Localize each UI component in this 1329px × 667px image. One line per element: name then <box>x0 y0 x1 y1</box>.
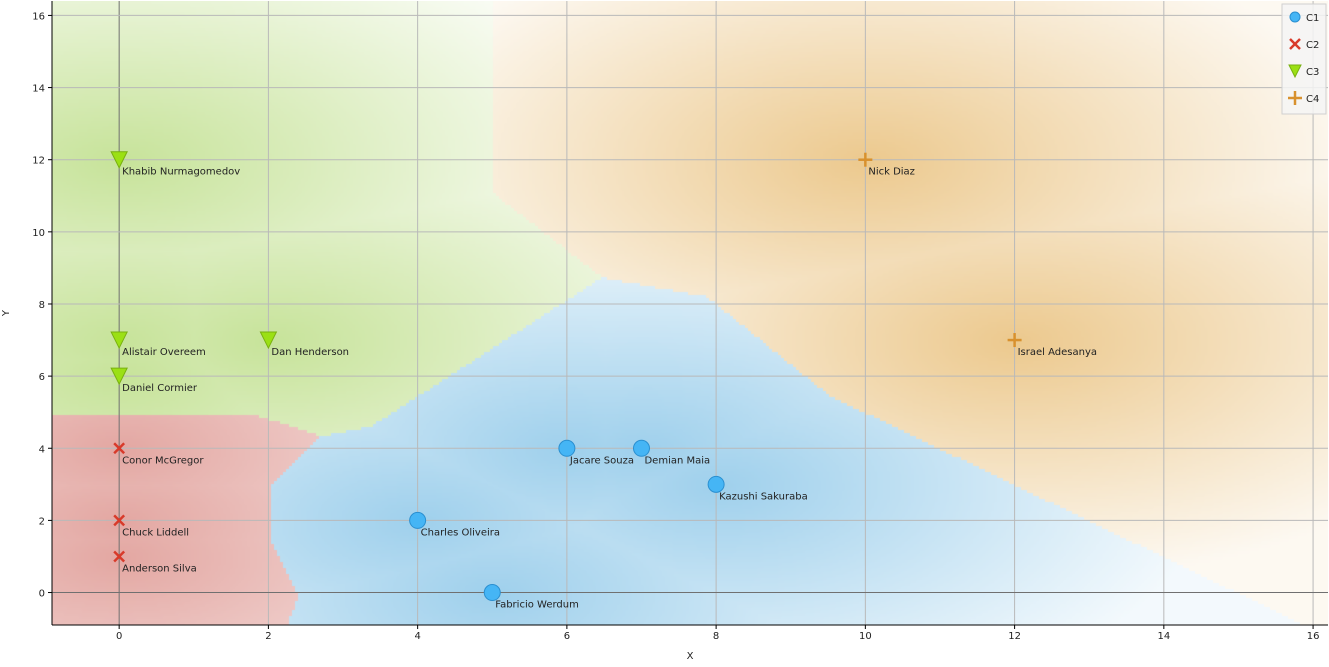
legend-label: C1 <box>1306 13 1319 24</box>
y-tick-label: 10 <box>32 228 45 239</box>
point-label: Demian Maia <box>644 455 710 466</box>
data-point-c1 <box>409 511 427 529</box>
x-tick-label: 2 <box>265 631 271 642</box>
decision-regions <box>52 1 1328 625</box>
legend-marker-c4 <box>1288 91 1302 105</box>
data-point-c1 <box>707 475 725 493</box>
legend-marker-c2 <box>1289 38 1301 50</box>
grid-lines <box>52 1 1328 625</box>
data-point-c3 <box>110 331 128 350</box>
point-label: Daniel Cormier <box>122 383 198 394</box>
point-label: Chuck Liddell <box>122 527 189 538</box>
y-tick-label: 14 <box>32 84 45 95</box>
y-axis-title: Y <box>1 309 12 317</box>
data-point-c3 <box>110 367 128 386</box>
x-tick-label: 0 <box>116 631 122 642</box>
data-point-c1 <box>558 439 576 457</box>
point-label: Alistair Overeem <box>122 347 206 358</box>
legend: C1 C2 C3 C4 <box>1281 3 1327 115</box>
data-points <box>110 151 1022 602</box>
point-label: Khabib Nurmagomedov <box>122 167 240 178</box>
y-tick-label: 12 <box>32 156 45 167</box>
legend-label: C4 <box>1306 94 1319 105</box>
data-point-c2 <box>113 550 126 563</box>
point-label: Charles Oliveira <box>421 527 500 538</box>
point-label: Dan Henderson <box>271 347 349 358</box>
data-point-c3 <box>110 151 128 169</box>
x-tick-label: 4 <box>414 631 420 642</box>
y-tick-label: 6 <box>39 372 45 383</box>
y-tick-label: 16 <box>32 11 45 22</box>
point-label: Kazushi Sakuraba <box>719 491 808 502</box>
point-label: Conor McGregor <box>122 455 204 466</box>
axes: 0 2 4 6 8 10 12 14 16 0 2 4 6 8 10 12 14 16 <box>32 1 1328 642</box>
x-axis-title: X <box>687 651 694 662</box>
legend-marker-c1 <box>1289 11 1301 23</box>
point-label: Anderson Silva <box>122 563 197 574</box>
data-point-c3 <box>259 331 278 350</box>
data-point-c1 <box>483 584 501 602</box>
point-label: Nick Diaz <box>868 167 915 178</box>
x-tick-label: 10 <box>859 631 872 642</box>
x-tick-label: 12 <box>1008 631 1021 642</box>
legend-box <box>1281 3 1327 115</box>
x-tick-label: 8 <box>713 631 719 642</box>
point-labels: Jacare Souza Demian Maia Kazushi Sakuraba C… <box>122 167 1097 611</box>
data-point-c4 <box>858 152 873 167</box>
point-label: Fabricio Werdum <box>495 600 579 611</box>
legend-label: C3 <box>1306 67 1319 78</box>
point-label: Jacare Souza <box>569 455 634 466</box>
x-tick-label: 14 <box>1157 631 1170 642</box>
point-label: Israel Adesanya <box>1018 347 1097 358</box>
y-tick-label: 0 <box>39 589 45 600</box>
data-point-c4 <box>1007 333 1022 348</box>
legend-label: C2 <box>1306 40 1319 51</box>
y-tick-label: 4 <box>39 444 45 455</box>
data-point-c1 <box>632 439 650 457</box>
region-shading <box>52 1 1328 625</box>
y-tick-label: 8 <box>39 300 45 311</box>
y-tick-label: 2 <box>39 516 45 527</box>
x-tick-label: 16 <box>1307 631 1320 642</box>
legend-marker-c3 <box>1288 64 1302 79</box>
data-point-c2 <box>113 442 126 455</box>
x-tick-label: 6 <box>564 631 570 642</box>
data-point-c2 <box>113 514 126 527</box>
